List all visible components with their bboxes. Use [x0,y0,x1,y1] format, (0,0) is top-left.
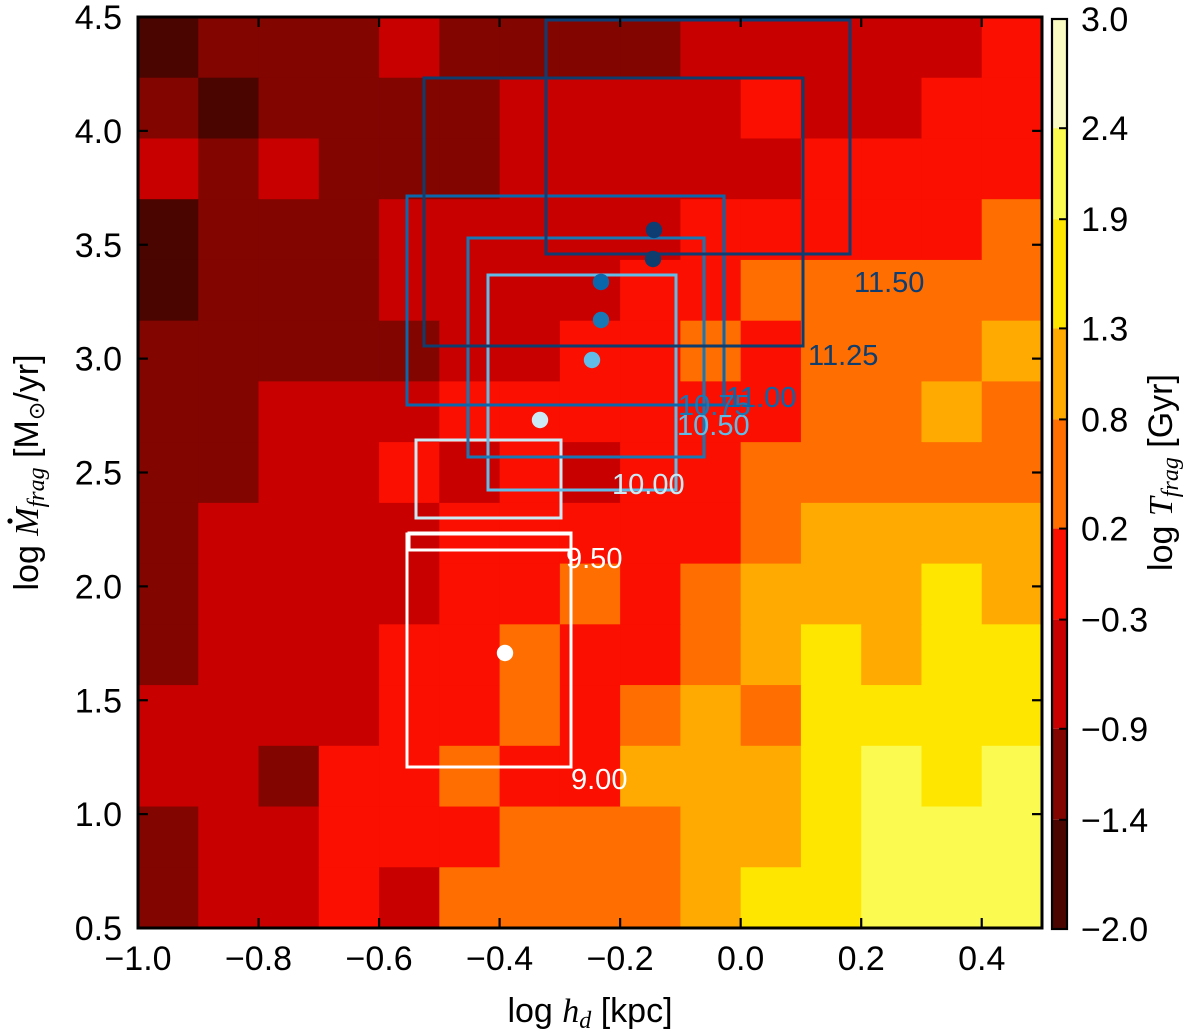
svg-text:4.0: 4.0 [75,113,122,151]
svg-text:0.5: 0.5 [75,910,122,948]
svg-text:−0.3: −0.3 [1081,602,1148,640]
svg-text:0.4: 0.4 [958,940,1005,978]
svg-text:−0.9: −0.9 [1081,711,1148,749]
svg-text:3.5: 3.5 [75,227,122,265]
svg-text:−0.8: −0.8 [225,940,292,978]
svg-text:1.0: 1.0 [75,796,122,834]
svg-text:0.8: 0.8 [1081,401,1128,439]
svg-text:1.3: 1.3 [1081,310,1128,348]
svg-text:−0.4: −0.4 [466,940,533,978]
svg-text:2.0: 2.0 [75,568,122,606]
svg-text:−0.6: −0.6 [346,940,413,978]
svg-text:−2.0: −2.0 [1081,911,1148,949]
svg-text:2.4: 2.4 [1081,110,1128,148]
svg-text:11.25: 11.25 [808,340,878,372]
svg-text:3.0: 3.0 [1081,1,1128,39]
svg-text:−0.2: −0.2 [587,940,654,978]
svg-text:9.00: 9.00 [571,764,627,796]
svg-text:11.50: 11.50 [854,267,924,299]
svg-text:−1.4: −1.4 [1081,802,1148,840]
svg-text:1.5: 1.5 [75,682,122,720]
svg-text:0.2: 0.2 [838,940,885,978]
svg-text:4.5: 4.5 [75,0,122,37]
svg-text:9.50: 9.50 [566,543,622,575]
svg-text:11.00: 11.00 [726,382,796,414]
svg-text:3.0: 3.0 [75,341,122,379]
svg-text:2.5: 2.5 [75,455,122,493]
svg-text:1.9: 1.9 [1081,201,1128,239]
svg-text:0.2: 0.2 [1081,511,1128,549]
svg-text:10.00: 10.00 [612,469,685,501]
svg-text:0.0: 0.0 [717,940,764,978]
